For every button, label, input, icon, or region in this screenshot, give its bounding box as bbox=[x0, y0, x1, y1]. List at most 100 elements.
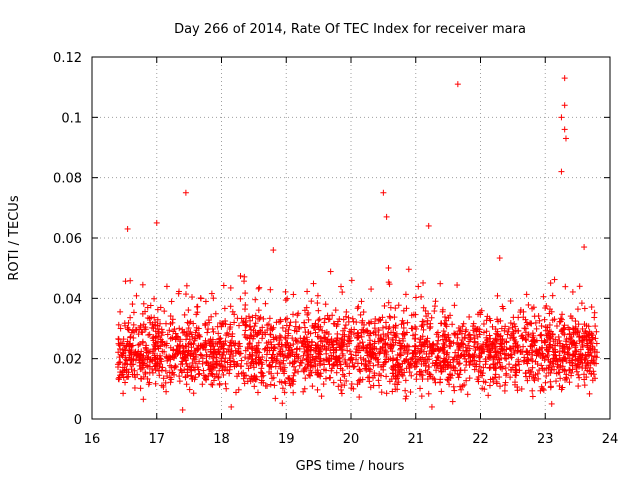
data-point bbox=[458, 386, 465, 393]
data-point bbox=[454, 370, 461, 377]
data-point bbox=[248, 373, 255, 380]
data-point bbox=[153, 219, 160, 226]
data-point bbox=[451, 302, 458, 309]
data-point bbox=[457, 352, 464, 359]
data-point bbox=[191, 347, 198, 354]
data-point bbox=[246, 351, 253, 358]
data-point bbox=[281, 378, 288, 385]
data-point bbox=[356, 379, 363, 386]
data-point bbox=[416, 371, 423, 378]
data-point bbox=[218, 362, 225, 369]
data-point bbox=[548, 400, 555, 407]
data-point bbox=[218, 323, 225, 330]
data-point bbox=[383, 373, 390, 380]
data-point bbox=[315, 317, 322, 324]
data-point bbox=[215, 347, 222, 354]
data-point bbox=[200, 367, 207, 374]
data-point bbox=[137, 385, 144, 392]
data-point bbox=[325, 316, 332, 323]
data-point bbox=[201, 341, 208, 348]
data-point bbox=[125, 326, 132, 333]
data-point bbox=[166, 369, 173, 376]
data-point bbox=[404, 319, 411, 326]
data-point bbox=[576, 363, 583, 370]
data-point bbox=[163, 340, 170, 347]
data-point bbox=[415, 345, 422, 352]
data-point bbox=[377, 346, 384, 353]
data-point bbox=[159, 329, 166, 336]
data-point bbox=[570, 340, 577, 347]
data-point bbox=[554, 340, 561, 347]
data-point bbox=[362, 365, 369, 372]
data-point bbox=[431, 308, 438, 315]
data-point bbox=[474, 333, 481, 340]
data-point bbox=[151, 314, 158, 321]
data-point bbox=[282, 335, 289, 342]
data-point bbox=[502, 365, 509, 372]
data-point bbox=[431, 376, 438, 383]
data-point bbox=[445, 331, 452, 338]
data-point bbox=[379, 314, 386, 321]
data-point bbox=[515, 344, 522, 351]
data-point bbox=[475, 373, 482, 380]
data-point bbox=[543, 302, 550, 309]
data-point bbox=[426, 364, 433, 371]
data-point bbox=[418, 293, 425, 300]
data-point bbox=[346, 370, 353, 377]
data-point bbox=[285, 330, 292, 337]
data-point bbox=[355, 377, 362, 384]
data-point bbox=[334, 335, 341, 342]
data-point bbox=[247, 317, 254, 324]
data-point bbox=[270, 334, 277, 341]
data-point bbox=[140, 352, 147, 359]
data-point bbox=[506, 345, 513, 352]
data-point bbox=[209, 363, 216, 370]
data-point bbox=[394, 386, 401, 393]
data-point bbox=[471, 351, 478, 358]
data-point bbox=[341, 325, 348, 332]
data-point bbox=[585, 346, 592, 353]
data-point bbox=[507, 297, 514, 304]
data-point bbox=[376, 371, 383, 378]
x-tick-labels: 16 17 18 19 20 21 22 23 24 bbox=[84, 432, 619, 447]
data-point bbox=[499, 335, 506, 342]
data-point bbox=[347, 337, 354, 344]
data-point bbox=[114, 361, 121, 368]
data-point bbox=[566, 366, 573, 373]
data-point bbox=[479, 346, 486, 353]
data-point bbox=[585, 323, 592, 330]
data-point bbox=[251, 373, 258, 380]
data-point bbox=[155, 338, 162, 345]
data-point bbox=[444, 363, 451, 370]
data-point bbox=[466, 352, 473, 359]
data-point bbox=[343, 343, 350, 350]
data-point bbox=[529, 330, 536, 337]
data-point bbox=[316, 316, 323, 323]
data-point bbox=[556, 348, 563, 355]
data-points bbox=[114, 75, 600, 413]
data-point bbox=[382, 340, 389, 347]
data-point bbox=[210, 295, 217, 302]
data-point bbox=[202, 320, 209, 327]
data-point bbox=[157, 343, 164, 350]
data-point bbox=[301, 365, 308, 372]
data-point bbox=[446, 381, 453, 388]
data-point bbox=[461, 335, 468, 342]
data-point bbox=[346, 348, 353, 355]
data-point bbox=[122, 379, 129, 386]
data-point bbox=[470, 320, 477, 327]
data-point bbox=[343, 377, 350, 384]
data-point bbox=[446, 371, 453, 378]
data-point bbox=[439, 308, 446, 315]
data-point bbox=[245, 355, 252, 362]
data-point bbox=[419, 322, 426, 329]
data-point bbox=[356, 340, 363, 347]
data-point bbox=[195, 325, 202, 332]
data-point bbox=[503, 355, 510, 362]
data-point bbox=[196, 332, 203, 339]
data-point bbox=[510, 335, 517, 342]
data-point bbox=[346, 328, 353, 335]
data-point bbox=[402, 395, 409, 402]
data-point bbox=[328, 367, 335, 374]
